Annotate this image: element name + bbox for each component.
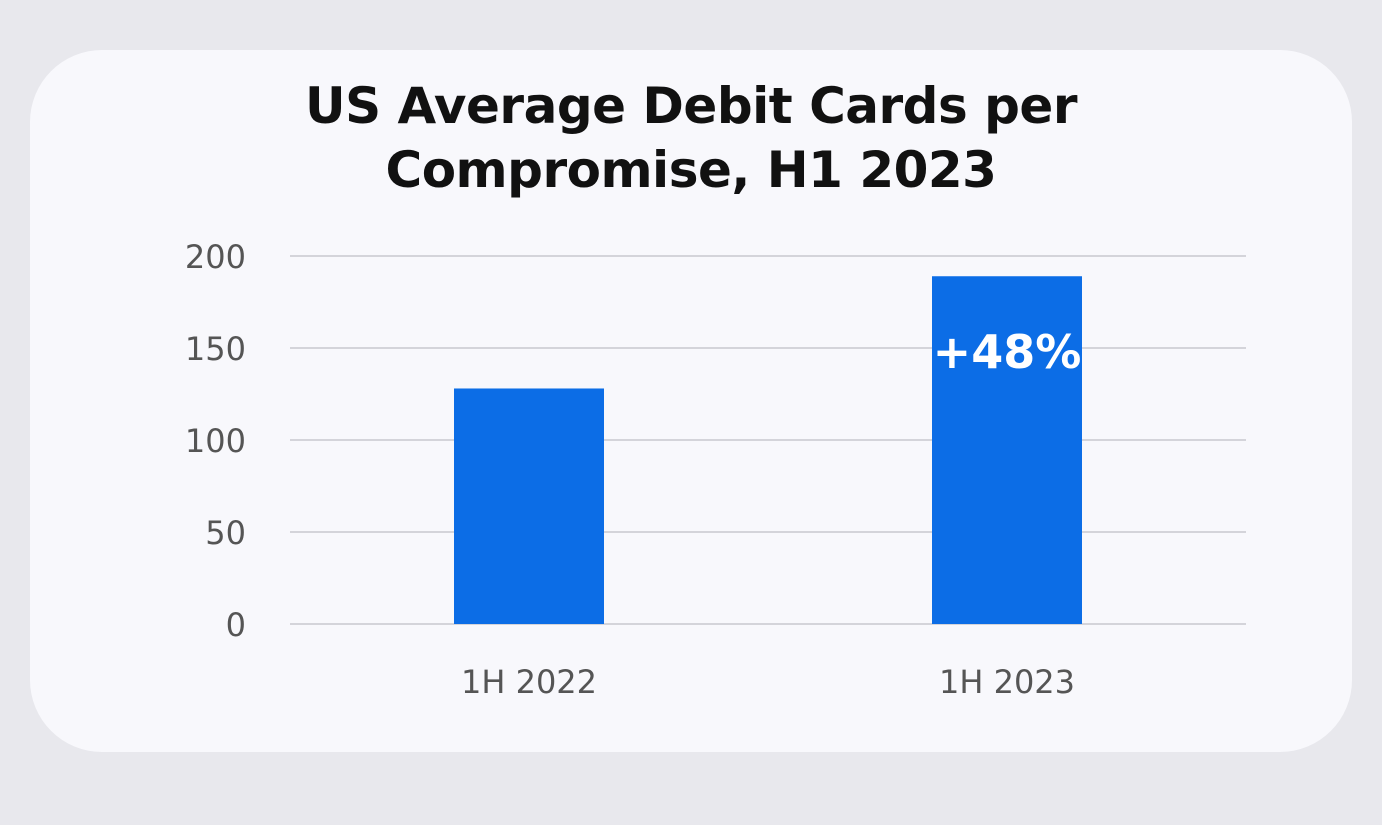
bar-annotation: +48% [933,325,1082,379]
chart-card [30,50,1352,752]
y-tick-label: 150 [185,330,246,368]
y-tick-label: 100 [185,422,246,460]
y-tick-label: 50 [205,514,246,552]
y-tick-label: 0 [226,606,246,644]
bar-1h-2022 [454,388,604,624]
chart-title: US Average Debit Cards per Compromise, H… [0,74,1382,202]
x-tick-label: 1H 2023 [939,663,1075,701]
y-tick-label: 200 [185,238,246,276]
chart-title-line-1: US Average Debit Cards per [304,77,1078,135]
x-tick-label: 1H 2022 [461,663,597,701]
bar-1h-2023 [932,276,1082,624]
chart-title-line-2: Compromise, H1 2023 [385,141,997,199]
